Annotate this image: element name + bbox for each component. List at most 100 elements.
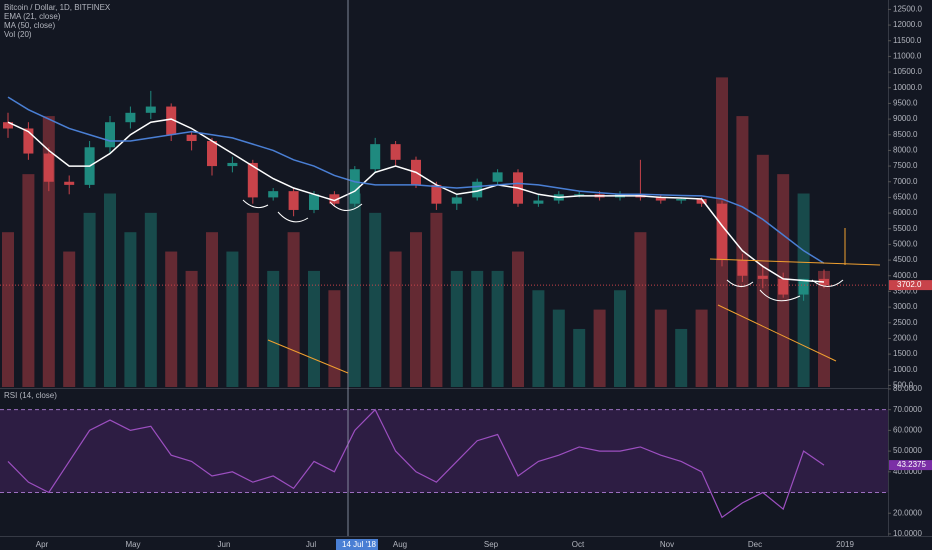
candle-body xyxy=(757,275,768,279)
legend-entry: EMA (21, close) xyxy=(4,12,61,21)
candle-body xyxy=(309,194,319,210)
crosshair-tag xyxy=(336,539,378,550)
volume-bar xyxy=(22,174,35,387)
candle-body xyxy=(43,153,54,182)
volume-bar xyxy=(226,251,239,387)
y-tick-label: 5500.0 xyxy=(893,224,918,233)
volume-bar xyxy=(695,309,708,387)
y-tick-label: 7500.0 xyxy=(893,161,918,170)
volume-bar xyxy=(104,193,116,387)
y-tick-label: 11000.0 xyxy=(893,52,922,61)
volume-bar xyxy=(654,309,667,387)
price-tag xyxy=(889,280,932,291)
price-tag-label: 3702.0 xyxy=(897,280,922,289)
y-tick-label: 80.0000 xyxy=(893,384,922,393)
pattern-arc xyxy=(759,289,801,302)
candle-body xyxy=(451,197,462,204)
y-tick-label: 4500.0 xyxy=(893,255,918,264)
volume-bar xyxy=(308,270,320,387)
volume-bar xyxy=(185,270,198,387)
x-tick-label: 14 Jul '18 xyxy=(342,540,377,549)
volume-bar xyxy=(614,290,626,387)
candle-body xyxy=(472,181,483,198)
y-tick-label: 5000.0 xyxy=(893,240,918,249)
y-tick-label: 40.0000 xyxy=(893,467,922,476)
candle-body xyxy=(574,194,585,196)
y-tick-label: 50.0000 xyxy=(893,446,922,455)
rsi-tag-label: 43.2375 xyxy=(897,460,926,469)
y-tick-label: 500.0 xyxy=(893,381,914,390)
candle-body xyxy=(778,278,789,295)
candle-body xyxy=(390,144,401,160)
rsi-band xyxy=(0,409,888,493)
candle-body xyxy=(737,260,748,276)
volume-bar xyxy=(2,232,14,387)
volume-bar xyxy=(818,270,830,387)
x-tick-label: Nov xyxy=(660,540,674,549)
y-tick-label: 12500.0 xyxy=(893,5,922,14)
candle-body xyxy=(717,203,727,261)
candle-body xyxy=(227,162,238,167)
volume-bar xyxy=(206,232,218,387)
y-tick-label: 9500.0 xyxy=(893,99,918,108)
candle-body xyxy=(492,172,503,182)
y-tick-label: 70.0000 xyxy=(893,405,922,414)
y-tick-label: 1500.0 xyxy=(893,349,918,358)
volume-bar xyxy=(246,212,259,387)
volume-bar xyxy=(42,116,55,387)
candle-body xyxy=(431,184,442,204)
volume-bar xyxy=(83,212,96,387)
y-tick-label: 6500.0 xyxy=(893,193,918,202)
y-tick-label: 8500.0 xyxy=(893,130,918,139)
trend-line xyxy=(267,339,349,374)
y-tick-label: 20.0000 xyxy=(893,508,922,517)
rsi-title: RSI (14, close) xyxy=(4,391,57,400)
candle-body xyxy=(23,128,34,154)
pattern-arc xyxy=(329,201,363,211)
x-tick-label: May xyxy=(125,540,140,549)
y-tick-label: 3500.0 xyxy=(893,287,918,296)
candle-body xyxy=(798,278,809,295)
x-tick-label: Jul xyxy=(306,540,316,549)
candle-body xyxy=(329,194,340,204)
candle-body xyxy=(288,191,299,210)
y-tick-label: 4000.0 xyxy=(893,271,918,280)
volume-bar xyxy=(144,212,157,387)
candle-body xyxy=(3,122,13,129)
candle-body xyxy=(370,144,381,170)
volume-bar xyxy=(450,270,463,387)
volume-bar xyxy=(165,251,178,387)
symbol-title: Bitcoin / Dollar, 1D, BITFINEX xyxy=(4,3,111,12)
candle-body xyxy=(207,141,217,167)
y-tick-label: 9000.0 xyxy=(893,114,918,123)
volume-bar xyxy=(287,232,300,387)
candle-body xyxy=(268,191,279,198)
volume-bar xyxy=(267,270,280,387)
volume-bar xyxy=(471,270,484,387)
volume-bar xyxy=(491,270,504,387)
plot xyxy=(0,77,888,519)
y-tick-label: 3000.0 xyxy=(893,302,918,311)
x-tick-label: 2019 xyxy=(836,540,854,549)
indicator-line xyxy=(7,96,825,264)
volume-bar xyxy=(63,251,76,387)
y-tick-label: 12000.0 xyxy=(893,20,922,29)
volume-bar xyxy=(348,193,361,387)
x-tick-label: Dec xyxy=(748,540,762,549)
drawings xyxy=(242,0,881,536)
candle-body xyxy=(186,134,197,142)
candle-body xyxy=(676,198,687,201)
legend-entry: MA (50, close) xyxy=(4,21,55,30)
volume-bar xyxy=(124,232,137,387)
x-tick-label: Oct xyxy=(572,540,585,549)
volume-bar xyxy=(512,251,524,387)
pattern-arc xyxy=(242,199,269,209)
candle-body xyxy=(125,112,136,123)
volume-bar xyxy=(634,232,647,387)
y-tick-label: 2000.0 xyxy=(893,334,918,343)
candle-body xyxy=(696,198,707,204)
candle-body xyxy=(655,197,666,201)
volume-bar xyxy=(410,232,422,387)
